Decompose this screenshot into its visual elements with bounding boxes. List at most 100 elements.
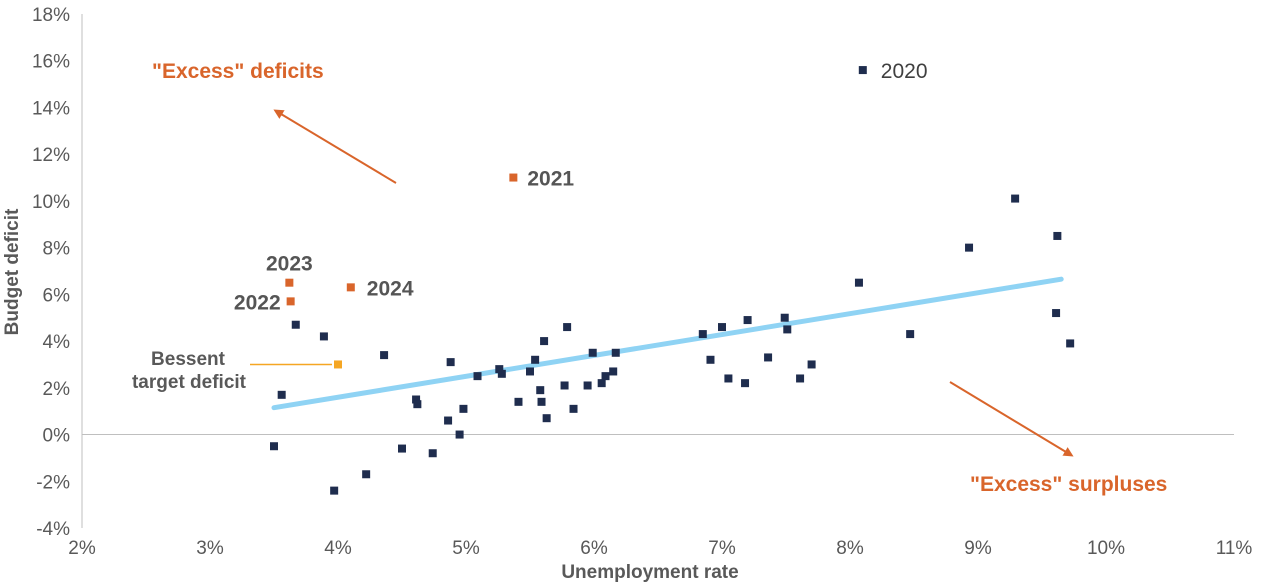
data-point <box>497 369 506 378</box>
data-point <box>1052 309 1061 318</box>
y-tick-label: 6% <box>43 285 71 306</box>
point-label: 2024 <box>367 277 414 300</box>
data-point <box>428 449 437 458</box>
data-point <box>270 442 278 451</box>
data-point <box>531 355 540 364</box>
excess-deficits-arrow <box>273 109 397 184</box>
excess-surpluses-arrow <box>949 381 1074 457</box>
data-point <box>277 390 286 399</box>
data-point <box>569 404 578 413</box>
data-point <box>412 395 421 404</box>
point-label: 2020 <box>881 60 928 83</box>
data-point <box>583 381 592 390</box>
data-point <box>319 332 328 341</box>
data-point <box>965 243 974 252</box>
data-point <box>601 372 610 381</box>
highlighted-data-point <box>286 297 295 306</box>
y-axis-title: Budget deficit <box>2 208 23 335</box>
data-point <box>588 348 597 357</box>
data-point <box>724 374 733 383</box>
y-tick-label: 14% <box>32 98 70 119</box>
y-tick-label: 0% <box>43 426 71 447</box>
data-point <box>330 486 339 495</box>
data-point <box>741 379 750 388</box>
point-label: 2022 <box>234 291 281 314</box>
data-point <box>854 278 863 287</box>
x-axis-title: Unemployment rate <box>561 562 738 583</box>
data-point <box>446 358 455 367</box>
data-point <box>542 414 551 423</box>
target-label-line2: target deficit <box>132 372 247 393</box>
data-point <box>780 313 789 322</box>
data-point <box>718 323 726 332</box>
data-point <box>597 379 606 388</box>
data-point <box>514 397 523 406</box>
highlighted-data-point <box>285 278 294 287</box>
data-point <box>563 323 572 332</box>
x-tick-label: 7% <box>708 538 736 559</box>
data-point <box>906 330 915 339</box>
y-tick-label: 18% <box>32 5 70 26</box>
axes <box>81 14 1234 528</box>
tick-labels: 2% 3% 4% 5% 6% 7% 8% 9% 10% 11% 18% 16% 14% 12% 10% 8% 6… <box>32 5 1252 559</box>
x-tick-label: 9% <box>964 538 992 559</box>
data-point <box>706 355 715 364</box>
data-point <box>783 325 792 334</box>
data-point <box>362 470 371 479</box>
point-labels: 2020 2021 2023 2022 2024 <box>234 60 928 314</box>
data-point <box>473 372 482 381</box>
y-tick-label: 16% <box>32 52 70 73</box>
x-tick-label: 5% <box>452 538 480 559</box>
y-tick-label: -2% <box>36 472 70 493</box>
data-point <box>291 320 300 329</box>
data-point <box>459 404 468 413</box>
y-tick-label: 12% <box>32 145 70 166</box>
y-tick-label: 10% <box>32 192 70 213</box>
data-point <box>611 348 620 357</box>
trend-line <box>271 276 1064 411</box>
data-point <box>536 386 545 395</box>
data-point <box>537 397 546 406</box>
data-point <box>858 66 867 75</box>
data-point <box>609 367 618 376</box>
data-point <box>495 365 504 374</box>
data-point <box>455 430 464 439</box>
highlighted-data-point <box>509 173 518 182</box>
data-point <box>764 353 773 362</box>
x-tick-label: 11% <box>1216 538 1253 559</box>
y-tick-label: -4% <box>36 519 70 540</box>
target-deficit-group: Bessent target deficit <box>132 349 342 393</box>
point-label: 2021 <box>527 168 574 191</box>
data-point <box>1053 231 1062 240</box>
data-points <box>270 66 1075 495</box>
data-point <box>1011 194 1020 203</box>
y-tick-label: 4% <box>43 332 71 353</box>
data-point <box>1066 339 1075 348</box>
data-point <box>380 351 389 360</box>
target-label-line1: Bessent <box>151 349 226 370</box>
data-point <box>413 400 422 409</box>
y-tick-label: 8% <box>43 239 71 260</box>
x-tick-label: 4% <box>324 538 352 559</box>
data-point <box>540 337 549 346</box>
point-label: 2023 <box>266 253 313 276</box>
x-tick-label: 3% <box>196 538 224 559</box>
highlighted-data-point <box>346 283 355 292</box>
callouts: "Excess" deficits "Excess" surpluses <box>152 60 1167 496</box>
data-point <box>807 360 816 369</box>
data-point <box>444 416 453 425</box>
target-deficit-point <box>334 360 342 369</box>
x-tick-label: 2% <box>68 538 96 559</box>
data-point <box>743 316 752 325</box>
data-point <box>698 330 707 339</box>
x-tick-label: 6% <box>580 538 608 559</box>
excess-deficits-label: "Excess" deficits <box>152 60 324 83</box>
data-point <box>796 374 805 383</box>
excess-surpluses-label: "Excess" surpluses <box>970 473 1167 496</box>
data-point <box>526 367 534 376</box>
data-point <box>560 381 569 390</box>
y-tick-label: 2% <box>43 379 71 400</box>
x-tick-label: 10% <box>1087 538 1125 559</box>
x-tick-label: 8% <box>836 538 864 559</box>
